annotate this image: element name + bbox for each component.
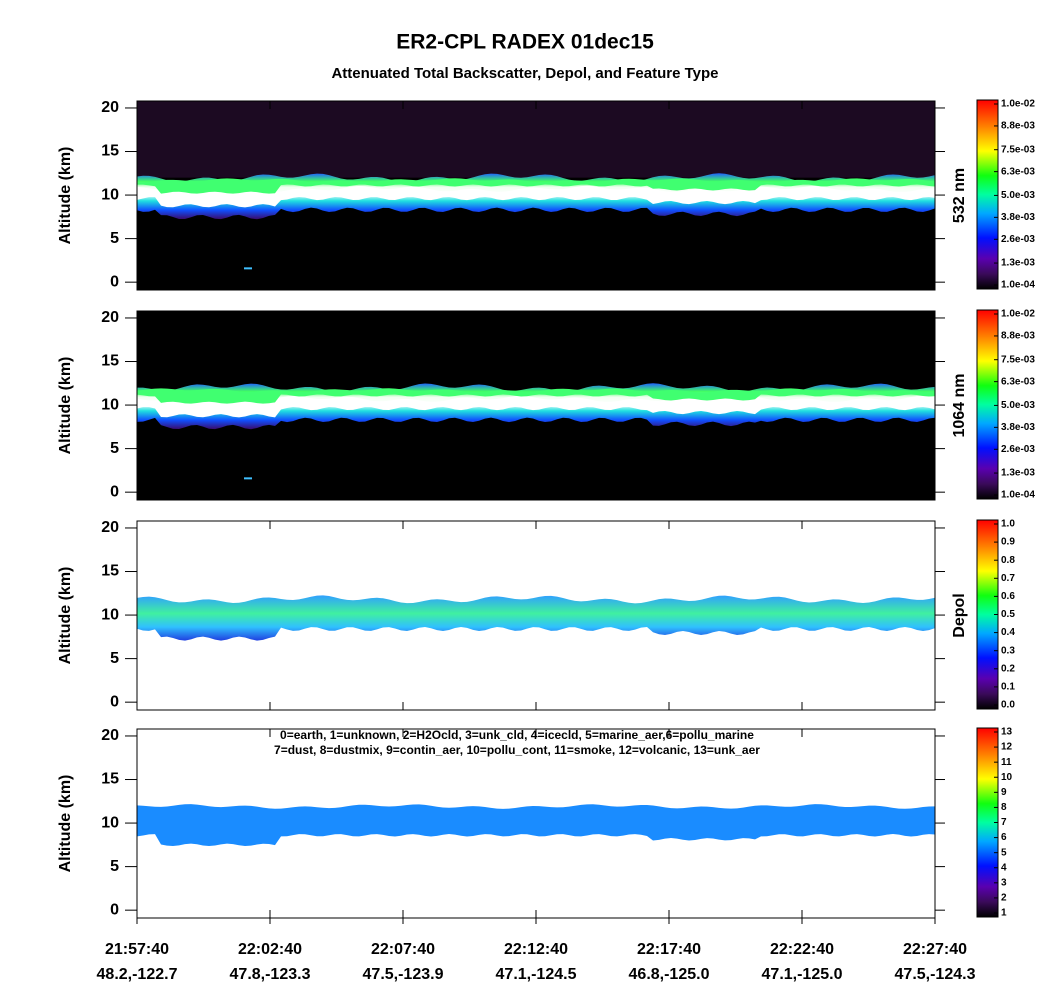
cloud-layer <box>137 185 935 208</box>
y-tick-label: 15 <box>101 353 119 370</box>
annotation: 0=earth, 1=unknown, 2=H2Ocld, 3=unk_cld,… <box>280 728 754 742</box>
colorbar-tick-label: 0.5 <box>1001 609 1015 620</box>
colorbar-tick-label: 8 <box>1001 802 1007 813</box>
colorbar-tick-label: 2 <box>1001 893 1007 904</box>
colorbar-tick-label: 0.3 <box>1001 645 1015 656</box>
x-tick-sublabel: 47.1,-125.0 <box>762 966 843 983</box>
colorbar-tick-label: 0.9 <box>1001 537 1015 548</box>
colorbar-tick-label: 0.4 <box>1001 627 1015 638</box>
colorbar-tick-label: 12 <box>1001 742 1013 753</box>
colorbar-tick-label: 3 <box>1001 877 1007 888</box>
y-tick-label: 5 <box>110 650 119 667</box>
colorbar-tick-label: 1 <box>1001 908 1007 919</box>
colorbar-tick-label: 0.7 <box>1001 573 1015 584</box>
x-tick-sublabel: 47.5,-123.9 <box>363 966 444 983</box>
y-tick-label: 5 <box>110 440 119 457</box>
y-tick-label: 10 <box>101 814 119 831</box>
colorbar-tick-label: 11 <box>1001 757 1012 768</box>
colorbar-tick-label: 5.0e-03 <box>1001 400 1035 411</box>
y-tick-label: 20 <box>101 727 119 744</box>
colorbar-tick-label: 5.0e-03 <box>1001 190 1035 201</box>
y-tick-label: 5 <box>110 858 119 875</box>
colorbar-label: Depol <box>951 593 968 637</box>
upper-background <box>137 101 935 178</box>
cloud-layer <box>137 388 935 404</box>
y-axis-label: Altitude (km) <box>57 775 74 873</box>
colorbar-label: 532 nm <box>951 168 968 223</box>
y-tick-label: 10 <box>101 396 119 413</box>
colorbar-tick-label: 1.0e-04 <box>1001 280 1035 291</box>
y-tick-label: 20 <box>101 309 119 326</box>
x-tick-label: 22:22:40 <box>770 941 834 958</box>
y-axis-label: Altitude (km) <box>57 357 74 455</box>
chart-subtitle: Attenuated Total Backscatter, Depol, and… <box>331 65 718 82</box>
colorbar-tick-label: 13 <box>1001 727 1013 738</box>
y-tick-label: 15 <box>101 563 119 580</box>
y-axis-label: Altitude (km) <box>57 567 74 665</box>
x-tick-label: 21:57:40 <box>105 941 169 958</box>
colorbar <box>976 99 999 290</box>
colorbar-tick-label: 3.8e-03 <box>1001 212 1035 223</box>
x-tick-label: 22:02:40 <box>238 941 302 958</box>
y-axis-label: Altitude (km) <box>57 147 74 245</box>
colorbar-tick-label: 4 <box>1001 862 1007 873</box>
colorbar <box>976 309 999 500</box>
cloud-layer <box>137 804 935 847</box>
colorbar-tick-label: 9 <box>1001 787 1007 798</box>
y-tick-label: 15 <box>101 771 119 788</box>
colorbar-tick-label: 6 <box>1001 832 1007 843</box>
cloud-layer <box>137 395 935 418</box>
y-tick-label: 5 <box>110 230 119 247</box>
colorbar-tick-label: 5 <box>1001 847 1007 858</box>
colorbar-tick-label: 8.8e-03 <box>1001 121 1035 132</box>
y-tick-label: 0 <box>110 273 119 290</box>
x-tick-label: 22:07:40 <box>371 941 435 958</box>
x-tick-sublabel: 47.1,-124.5 <box>496 966 577 983</box>
y-tick-label: 0 <box>110 483 119 500</box>
colorbar-tick-label: 1.3e-03 <box>1001 468 1035 479</box>
x-tick-label: 22:17:40 <box>637 941 701 958</box>
colorbar-tick-label: 1.0e-04 <box>1001 490 1035 501</box>
y-tick-label: 20 <box>101 519 119 536</box>
colorbar-tick-label: 1.0 <box>1001 519 1015 530</box>
x-tick-label: 22:12:40 <box>504 941 568 958</box>
colorbar-tick-label: 3.8e-03 <box>1001 422 1035 433</box>
x-tick-label: 22:27:40 <box>903 941 967 958</box>
x-tick-sublabel: 47.5,-124.3 <box>895 966 976 983</box>
colorbar-tick-label: 0.2 <box>1001 663 1015 674</box>
y-tick-label: 15 <box>101 143 119 160</box>
y-tick-label: 10 <box>101 186 119 203</box>
cloud-layer <box>137 178 935 194</box>
colorbar-tick-label: 0.8 <box>1001 555 1015 566</box>
colorbar-tick-label: 8.8e-03 <box>1001 331 1035 342</box>
chart-title: ER2-CPL RADEX 01dec15 <box>396 31 654 54</box>
colorbar-tick-label: 1.0e-02 <box>1001 99 1035 110</box>
colorbar-tick-label: 7 <box>1001 817 1007 828</box>
x-tick-sublabel: 47.8,-123.3 <box>230 966 311 983</box>
colorbar-tick-label: 1.3e-03 <box>1001 258 1035 269</box>
y-tick-label: 0 <box>110 693 119 710</box>
colorbar-tick-label: 10 <box>1001 772 1013 783</box>
speck <box>244 267 252 270</box>
colorbar-tick-label: 0.6 <box>1001 591 1015 602</box>
speck <box>244 477 252 480</box>
colorbar-tick-label: 0.1 <box>1001 682 1015 693</box>
colorbar-tick-label: 2.6e-03 <box>1001 444 1035 455</box>
x-tick-sublabel: 46.8,-125.0 <box>629 966 710 983</box>
colorbar-tick-label: 7.5e-03 <box>1001 354 1035 365</box>
annotation: 7=dust, 8=dustmix, 9=contin_aer, 10=poll… <box>274 743 760 757</box>
y-tick-label: 0 <box>110 901 119 918</box>
x-tick-sublabel: 48.2,-122.7 <box>97 966 178 983</box>
colorbar-tick-label: 6.3e-03 <box>1001 376 1035 387</box>
colorbar-tick-label: 7.5e-03 <box>1001 144 1035 155</box>
y-tick-label: 10 <box>101 606 119 623</box>
colorbar-label: 1064 nm <box>951 373 968 437</box>
y-tick-label: 20 <box>101 99 119 116</box>
cloud-layer <box>137 595 935 641</box>
colorbar-tick-label: 6.3e-03 <box>1001 166 1035 177</box>
colorbar-tick-label: 0.0 <box>1001 700 1015 711</box>
colorbar-tick-label: 2.6e-03 <box>1001 234 1035 245</box>
colorbar-tick-label: 1.0e-02 <box>1001 309 1035 320</box>
